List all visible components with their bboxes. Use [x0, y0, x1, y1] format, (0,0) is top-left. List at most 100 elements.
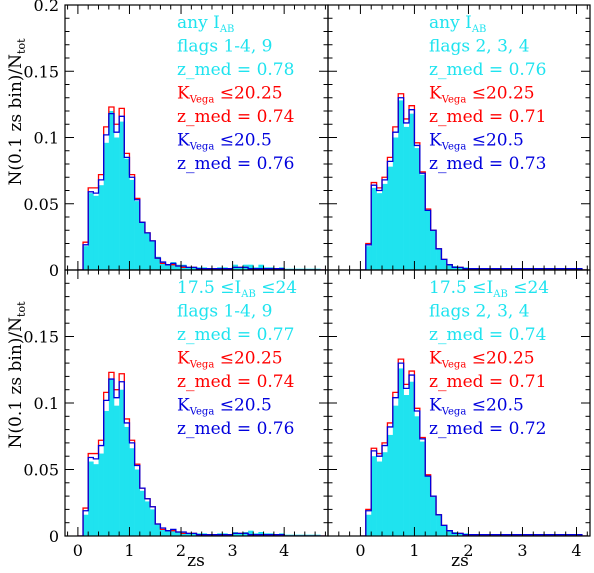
annotation-text: z_med = 0.71: [429, 107, 546, 127]
x-axis-label-left: zs: [187, 551, 205, 571]
histogram-bar: [124, 158, 130, 270]
histogram-bar: [103, 410, 110, 536]
annotation-tail: ≤20.5: [466, 396, 524, 416]
histogram-bar: [457, 267, 464, 270]
histogram-bar: [186, 267, 192, 270]
histogram-bar: [419, 174, 426, 270]
histogram-bar: [538, 534, 545, 536]
histogram-bar: [457, 533, 464, 536]
histogram-bar: [511, 534, 518, 536]
histogram-bar: [554, 268, 561, 270]
annotation-subscript: Vega: [189, 95, 215, 106]
histogram-bar: [549, 534, 556, 536]
histogram-bar: [414, 416, 421, 536]
histogram-bar: [436, 248, 442, 270]
annotation-text: K: [429, 131, 442, 151]
histogram-bar: [175, 532, 182, 536]
histogram-bar: [113, 137, 120, 270]
histogram-bar: [186, 533, 192, 536]
annotation-text: z_med = 0.74: [177, 372, 294, 392]
histogram-bar: [98, 185, 104, 270]
series-blue: [360, 362, 588, 536]
y-tick-label: 0.2: [34, 0, 59, 15]
histogram-bar: [206, 268, 213, 270]
histogram-bar: [560, 534, 566, 536]
x-tick-label: 4: [279, 541, 289, 560]
annotation-red: z_med = 0.74: [177, 372, 294, 392]
annotation-subscript: Vega: [441, 95, 467, 106]
histogram-bar: [160, 529, 166, 536]
histogram-bar: [473, 534, 480, 536]
annotation-tail: ≤20.25: [466, 84, 534, 104]
histogram-bar: [527, 268, 534, 270]
annotation-text: K: [177, 349, 190, 369]
histogram-bar: [392, 405, 399, 536]
annotation-red: KVega ≤20.25: [177, 349, 283, 371]
histogram-bar: [409, 381, 415, 536]
histogram-bar: [506, 534, 512, 536]
series-cyan: [365, 368, 583, 536]
histogram-bar: [414, 148, 421, 270]
annotation-text: z_med = 0.72: [429, 419, 546, 439]
histogram-bar: [93, 464, 99, 536]
annotation-cyan: any IAB: [429, 13, 486, 35]
annotation-text: z_med = 0.77: [177, 325, 294, 345]
x-tick-label: 4: [571, 541, 581, 560]
x-tick-label: 2: [463, 541, 473, 560]
annotation-subscript: AB: [240, 289, 256, 300]
y-tick-label: 0: [49, 527, 59, 546]
x-tick-label: 0: [355, 541, 365, 560]
histogram-bar: [571, 534, 577, 536]
histogram-bar: [554, 534, 561, 536]
annotation-cyan: flags 1-4, 9: [177, 37, 272, 57]
annotation-subscript: Vega: [189, 360, 215, 371]
plot-area: [360, 93, 588, 270]
histogram-bar: [479, 268, 485, 270]
annotation-text: 17.5 ≤I: [177, 278, 241, 298]
histogram-bar: [237, 533, 244, 536]
histogram-bar: [436, 514, 442, 536]
histogram-bar: [403, 395, 410, 536]
histogram-bar: [181, 532, 187, 536]
annotation-tail: ≤20.25: [214, 84, 282, 104]
histogram-bar: [113, 405, 120, 536]
histogram-bar: [124, 426, 130, 536]
histogram-bar: [150, 509, 156, 536]
histogram-bar: [160, 262, 166, 270]
histogram-bar: [144, 501, 151, 536]
y-axis-label-top: N(0.1 zs bin)/Ntot: [6, 38, 28, 186]
histogram-bar: [500, 268, 507, 270]
histogram-bar: [119, 389, 125, 536]
histogram-bar: [211, 268, 218, 270]
histogram-bar: [88, 461, 94, 536]
histogram-bar: [365, 514, 372, 536]
histogram-bar: [258, 264, 264, 270]
plot-area: [360, 358, 588, 536]
histogram-bar: [273, 534, 280, 536]
histogram-bar: [576, 534, 583, 536]
annotation-text: K: [429, 84, 442, 104]
histogram-bar: [365, 246, 372, 270]
x-tick-label: 0: [73, 541, 83, 560]
annotation-tail: ≤20.5: [214, 396, 272, 416]
annotation-cyan: flags 2, 3, 4: [429, 302, 530, 322]
histogram-bar: [108, 111, 115, 270]
histogram-bar: [170, 529, 177, 536]
histogram-bar: [490, 534, 496, 536]
x-tick-label: 1: [409, 541, 419, 560]
histogram-bar: [387, 166, 394, 270]
annotation-text: K: [429, 349, 442, 369]
histogram-bar: [506, 268, 512, 270]
annotation-blue: KVega ≤20.5: [177, 131, 272, 153]
histogram-bar: [227, 534, 233, 536]
annotation-text: flags 1-4, 9: [177, 302, 272, 322]
histogram-bar: [446, 264, 453, 270]
histogram-bar: [258, 532, 264, 536]
histogram-bar: [139, 222, 146, 270]
histogram-bar: [468, 534, 475, 536]
histogram-bar: [108, 379, 115, 536]
y-axis-label-sub: tot: [15, 301, 28, 317]
annotation-text: z_med = 0.74: [429, 325, 546, 345]
